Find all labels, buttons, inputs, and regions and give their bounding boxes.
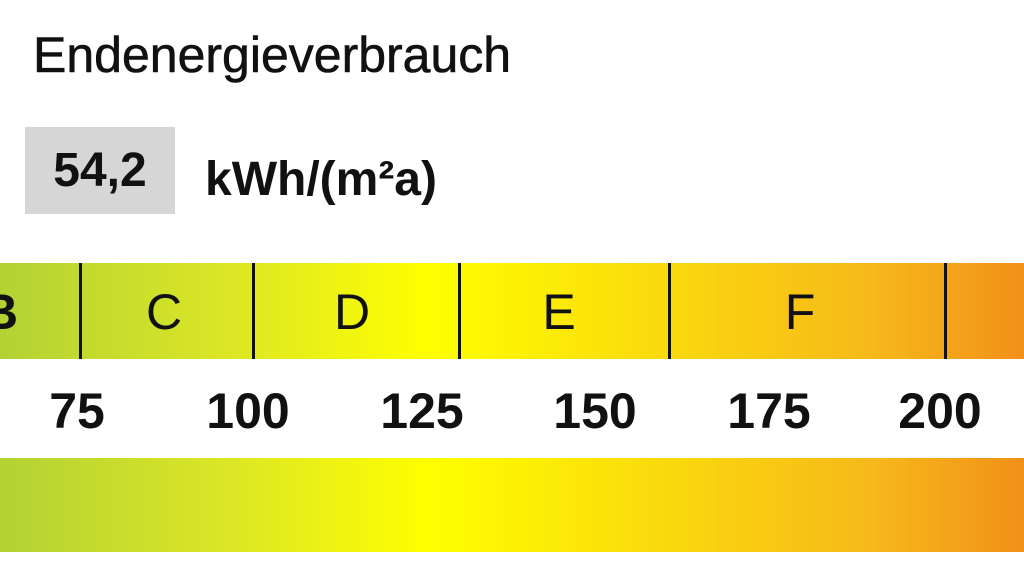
title: Endenergieverbrauch bbox=[33, 27, 512, 84]
scale-tick: 175 bbox=[727, 383, 811, 439]
class-label-d: D bbox=[333, 284, 371, 340]
scale-tick: 125 bbox=[380, 383, 464, 439]
class-divider bbox=[668, 263, 671, 359]
class-label-f: F bbox=[784, 284, 816, 340]
efficiency-class-band: B C D E F bbox=[0, 263, 1024, 359]
scale-tick: 75 bbox=[49, 383, 105, 439]
energy-scale-bar bbox=[0, 458, 1024, 552]
energy-unit: kWh/(m²a) bbox=[205, 153, 437, 206]
scale-tick: 200 bbox=[898, 383, 982, 439]
class-divider bbox=[944, 263, 947, 359]
class-divider bbox=[252, 263, 255, 359]
class-label-e: E bbox=[542, 284, 576, 340]
class-divider bbox=[458, 263, 461, 359]
scale-tick: 100 bbox=[206, 383, 290, 439]
class-label-c: C bbox=[145, 284, 183, 340]
scale-tick: 150 bbox=[553, 383, 637, 439]
class-label-b: B bbox=[0, 283, 18, 341]
energy-value: 54,2 bbox=[25, 127, 175, 214]
class-divider bbox=[79, 263, 82, 359]
